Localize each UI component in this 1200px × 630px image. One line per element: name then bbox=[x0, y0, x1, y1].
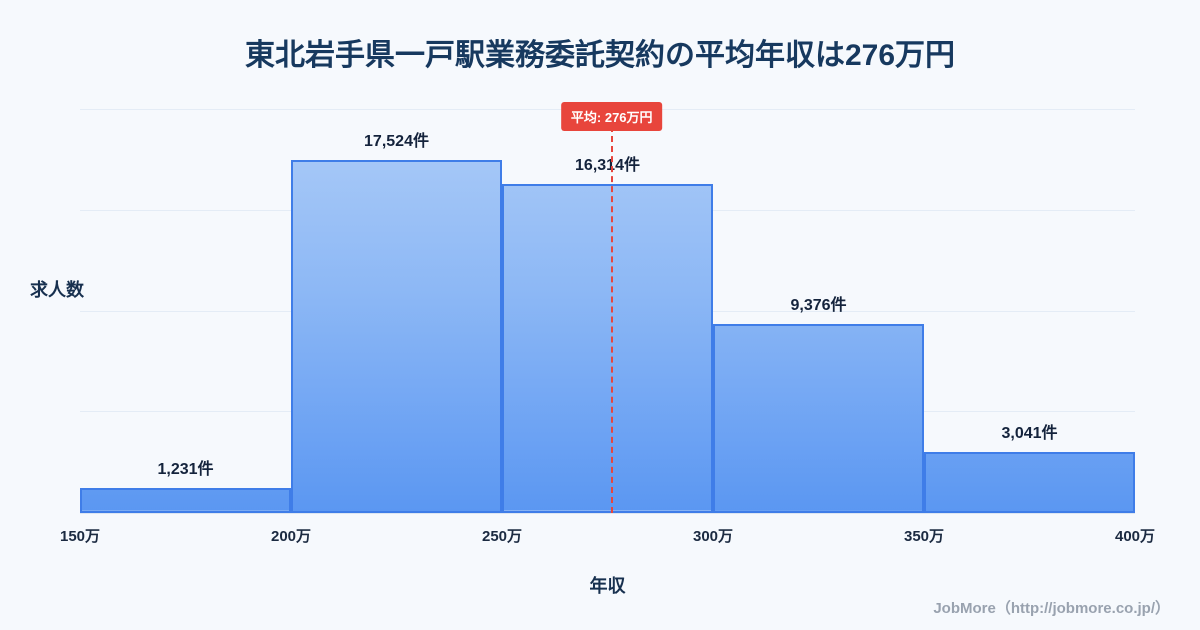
bar-value-label: 16,314件 bbox=[575, 157, 640, 175]
histogram-bar bbox=[80, 488, 291, 513]
histogram-bar bbox=[291, 159, 502, 513]
bar-value-label: 17,524件 bbox=[364, 132, 429, 150]
x-tick-label: 350万 bbox=[903, 528, 945, 545]
x-axis-label: 年収 bbox=[589, 576, 626, 596]
plot-area: 1,231件 17,524件 16,314件 9,376件 3,041件 150万 200万… bbox=[60, 102, 1155, 545]
bar-value-label: 9,376件 bbox=[790, 297, 847, 315]
x-axis-line bbox=[80, 513, 1135, 514]
histogram-bar bbox=[713, 324, 924, 513]
chart-title: 東北岩手県一戸駅業務委託契約の平均年収は276万円 bbox=[244, 39, 956, 72]
bar-value-label: 1,231件 bbox=[157, 461, 214, 479]
bar-value-label: 3,041件 bbox=[1001, 424, 1058, 442]
footer-credit: JobMore（http://jobmore.co.jp/） bbox=[933, 600, 1170, 617]
x-tick-label: 300万 bbox=[692, 528, 734, 545]
y-axis-label: 求人数 bbox=[30, 280, 84, 300]
average-badge: 平均: 276万円 bbox=[560, 102, 663, 131]
x-tick-label: 200万 bbox=[270, 528, 312, 545]
x-tick-label: 400万 bbox=[1114, 528, 1156, 545]
average-line bbox=[610, 126, 613, 513]
x-tick-label: 150万 bbox=[59, 528, 101, 545]
x-tick-label: 250万 bbox=[481, 528, 523, 545]
histogram-bar bbox=[924, 451, 1135, 513]
histogram-bar bbox=[502, 184, 713, 513]
